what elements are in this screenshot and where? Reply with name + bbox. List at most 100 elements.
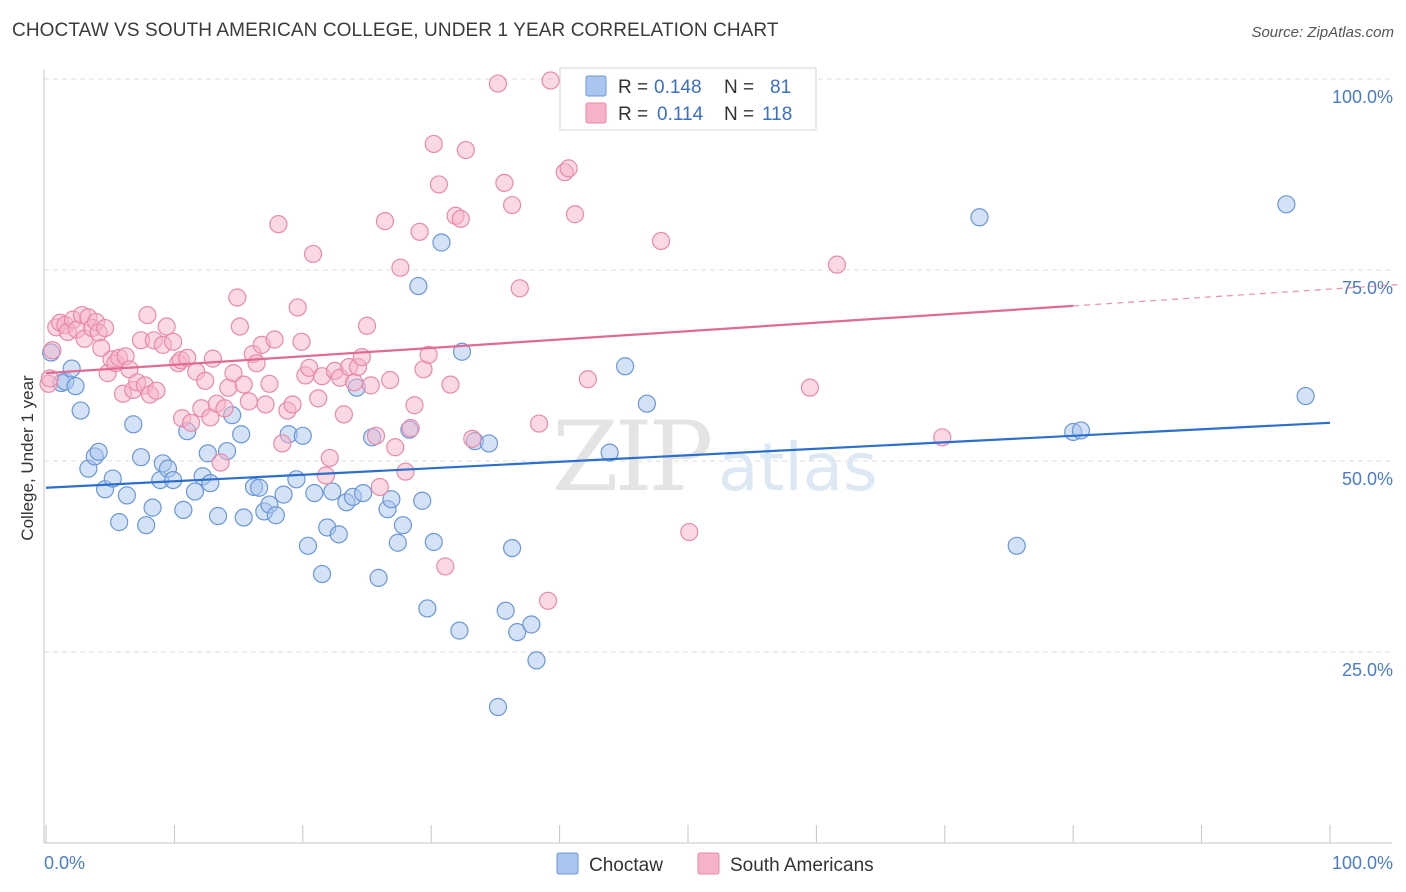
south-americans-point-102 (502, 195, 522, 215)
south-americans-point-79 (361, 376, 380, 395)
south-americans-point-92 (424, 134, 443, 154)
choctaw-point-81 (1296, 386, 1315, 406)
south-americans-point-66 (303, 244, 323, 264)
south-americans-point-108 (559, 159, 578, 178)
south-americans-point-55 (256, 395, 275, 414)
south-americans-point-45 (215, 399, 234, 418)
choctaw-point-55 (388, 533, 407, 552)
choctaw-point-42 (305, 483, 324, 503)
south-americans-point-100 (488, 74, 508, 93)
south-americans-point-75 (345, 373, 364, 392)
south-americans-point-113 (800, 378, 820, 397)
south-americans-point-104 (529, 414, 549, 433)
bottom-legend-swatch-south-americans (697, 852, 720, 875)
x-tick-label-1: 100.0% (1332, 853, 1393, 873)
south-americans-point-93 (429, 175, 449, 194)
watermark-atlas: atlas (718, 429, 878, 506)
source-label: Source: ZipAtlas.com (1251, 24, 1394, 41)
choctaw-point-16 (143, 498, 162, 517)
choctaw-point-67 (488, 697, 508, 717)
watermark-zip: ZIP (552, 401, 711, 513)
south-americans-point-32 (164, 332, 183, 351)
south-americans-point-62 (288, 298, 307, 317)
choctaw-point-52 (369, 568, 388, 587)
choctaw-point-5 (71, 401, 90, 420)
choctaw-point-58 (409, 276, 428, 296)
south-americans-point-50 (234, 375, 253, 394)
south-americans-point-61 (283, 395, 302, 414)
choctaw-point-40 (293, 426, 312, 445)
south-americans-point-103 (510, 279, 529, 298)
south-americans-point-98 (456, 140, 475, 160)
south-americans-point-81 (370, 477, 389, 497)
choctaw-point-66 (479, 434, 499, 453)
choctaw-point-36 (266, 506, 285, 525)
south-americans-point-84 (386, 438, 405, 457)
choctaw-point-12 (117, 486, 136, 505)
choctaw-trend-line (45, 421, 1331, 489)
choctaw-point-43 (312, 564, 332, 584)
choctaw-point-75 (637, 394, 657, 413)
y-tick-labels: 25.0% 50.0% 75.0% 100.0% (1332, 87, 1393, 680)
south-americans-point-51 (239, 392, 258, 411)
south-americans-point-42 (203, 349, 223, 368)
south-americans-point-13 (92, 338, 111, 358)
south-americans-point-56 (260, 374, 279, 393)
choctaw-point-54 (382, 490, 401, 509)
grid (44, 78, 1392, 653)
south-americans-point-53 (247, 354, 266, 373)
south-americans-point-117 (43, 341, 62, 360)
choctaw-point-8 (89, 442, 108, 461)
choctaw-point-37 (274, 485, 293, 504)
legend-n-value-choctaw: 81 (770, 77, 791, 98)
south-americans-point-40 (196, 371, 215, 390)
south-americans-point-14 (95, 318, 115, 338)
legend-n-label-choctaw: N = (724, 77, 754, 98)
south-americans-point-69 (316, 466, 336, 485)
south-americans-point-80 (366, 426, 386, 445)
choctaw-point-3 (62, 359, 81, 378)
south-americans-point-78 (357, 316, 377, 335)
choctaw-point-33 (250, 478, 269, 497)
south-americans-point-31 (157, 317, 176, 336)
south-americans-point-65 (300, 358, 319, 377)
choctaw-point-50 (354, 483, 373, 503)
choctaw-point-39 (287, 470, 306, 489)
x-tick-label-0: 0.0% (44, 853, 85, 873)
choctaw-point-4 (66, 377, 85, 396)
choctaw-point-46 (329, 525, 348, 544)
trend-lines (45, 283, 1401, 489)
choctaw-point-21 (174, 500, 193, 519)
south-americans-point-111 (651, 231, 671, 251)
south-americans-point-47 (224, 364, 243, 383)
choctaw-point-13 (124, 415, 143, 434)
choctaw-point-31 (234, 508, 253, 527)
y-tick-label-3: 100.0% (1332, 87, 1393, 107)
choctaw-point-60 (418, 599, 437, 618)
y-tick-label-1: 50.0% (1342, 469, 1393, 489)
choctaw-point-25 (198, 444, 217, 463)
choctaw-point-15 (137, 516, 156, 535)
south-americans-point-36 (178, 348, 197, 367)
south-americans-point-101 (495, 173, 514, 193)
bottom-legend: Choctaw South Americans (556, 852, 874, 876)
south-americans-point-29 (147, 381, 166, 400)
south-americans-point-97 (451, 209, 470, 228)
south-americans-point-57 (265, 330, 284, 349)
choctaw-point-68 (496, 601, 515, 620)
south-americans-point-109 (565, 205, 585, 224)
south-americans-point-112 (680, 522, 699, 542)
legend-n-label-south-americans: N = (724, 104, 754, 125)
south-americans-point-63 (292, 332, 311, 351)
choctaw-point-14 (131, 448, 151, 467)
south-americans-point-48 (228, 288, 247, 307)
south-americans-points (39, 71, 952, 610)
chart-title: CHOCTAW VS SOUTH AMERICAN COLLEGE, UNDER… (12, 20, 779, 41)
x-tick-labels: 0.0% 100.0% (44, 853, 1393, 873)
choctaw-point-74 (615, 357, 635, 376)
choctaw-point-45 (323, 482, 342, 501)
south-americans-point-94 (436, 557, 455, 576)
choctaw-point-76 (970, 208, 989, 227)
south-americans-point-116 (40, 369, 59, 388)
y-tick-label-2: 75.0% (1342, 278, 1393, 298)
